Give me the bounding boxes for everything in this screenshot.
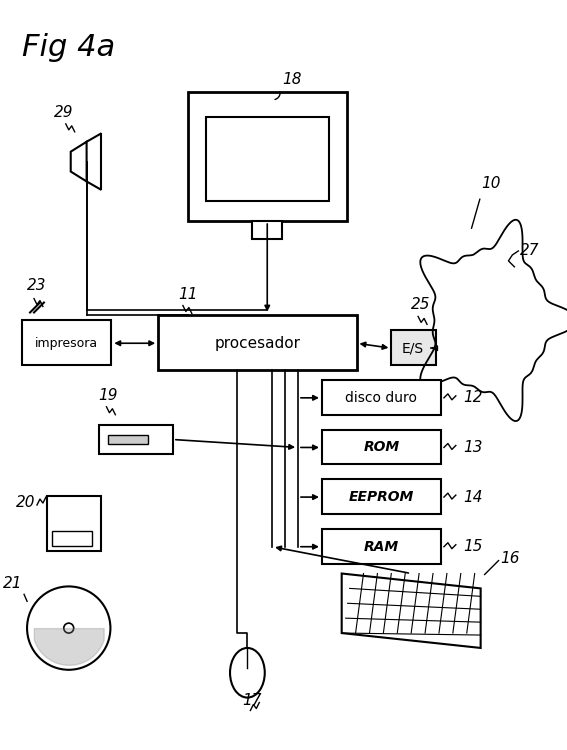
Text: 18: 18 [282, 72, 302, 87]
Text: RAM: RAM [364, 540, 399, 554]
Text: 17: 17 [243, 692, 262, 707]
FancyBboxPatch shape [47, 496, 101, 550]
FancyBboxPatch shape [322, 380, 441, 415]
FancyBboxPatch shape [158, 316, 357, 370]
Text: 23: 23 [27, 278, 46, 292]
Text: procesador: procesador [214, 336, 301, 351]
Text: 10: 10 [481, 176, 500, 191]
Text: 20: 20 [15, 494, 35, 509]
FancyBboxPatch shape [99, 424, 173, 454]
Text: 27: 27 [521, 244, 540, 259]
FancyBboxPatch shape [322, 529, 441, 563]
FancyBboxPatch shape [391, 330, 436, 365]
Text: 11: 11 [178, 286, 197, 302]
FancyBboxPatch shape [22, 320, 112, 365]
Text: 29: 29 [54, 105, 74, 120]
FancyBboxPatch shape [108, 434, 148, 445]
FancyBboxPatch shape [322, 479, 441, 514]
Text: 13: 13 [463, 440, 483, 455]
FancyBboxPatch shape [252, 221, 282, 239]
Text: 12: 12 [463, 390, 483, 405]
Text: EEPROM: EEPROM [349, 490, 414, 504]
Text: ROM: ROM [363, 440, 400, 454]
FancyBboxPatch shape [206, 117, 329, 201]
Text: 21: 21 [3, 577, 22, 592]
FancyBboxPatch shape [322, 430, 441, 464]
Text: 14: 14 [463, 490, 483, 505]
FancyBboxPatch shape [188, 92, 346, 221]
FancyBboxPatch shape [52, 531, 91, 546]
Text: impresora: impresora [35, 337, 98, 350]
Text: E/S: E/S [402, 341, 424, 356]
Text: Fig 4a: Fig 4a [22, 32, 115, 62]
Text: disco duro: disco duro [345, 391, 417, 405]
Text: 16: 16 [501, 551, 520, 566]
Text: 19: 19 [99, 388, 118, 403]
Text: 25: 25 [411, 298, 431, 313]
Text: 15: 15 [463, 539, 483, 554]
